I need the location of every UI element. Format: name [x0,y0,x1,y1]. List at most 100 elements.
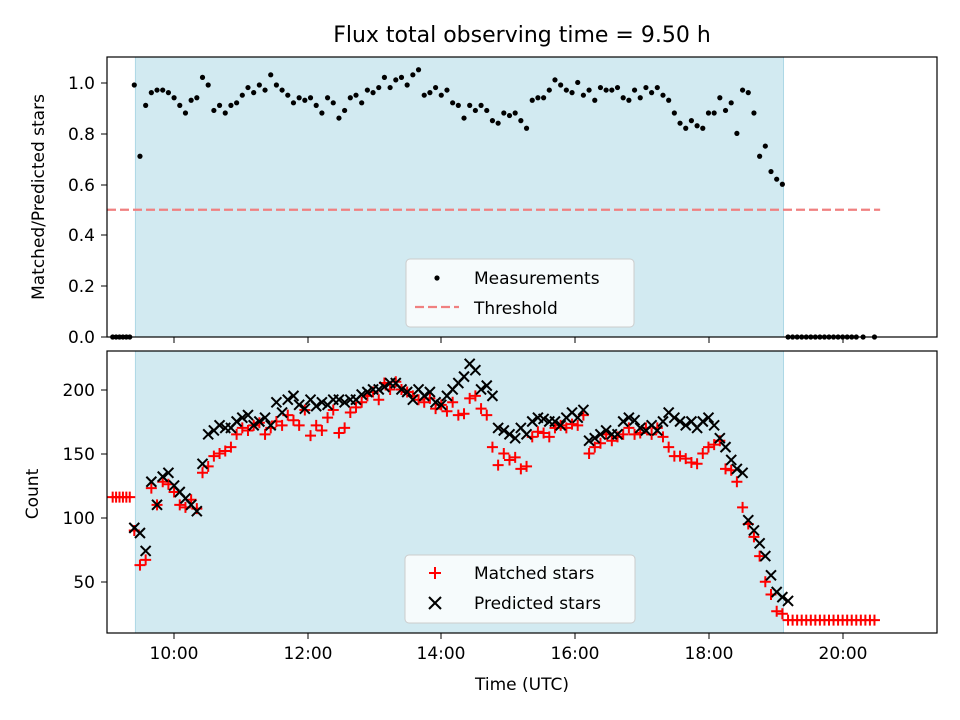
predicted-stars-point [583,435,595,447]
predicted-stars-point [617,415,629,428]
x-axis-label: Time (UTC) [474,675,569,695]
predicted-stars-point [310,400,322,412]
count-panel: 50 100 150 200 10:00 12:00 14:00 16:00 1… [23,350,938,695]
measurement-point [495,120,501,126]
measurement-point [478,102,484,108]
predicted-stars-point [407,394,419,406]
predicted-stars-point [242,409,254,421]
xtick-label: 10:00 [150,644,199,664]
measurement-point [279,87,285,93]
predicted-stars-point [611,428,624,441]
ratio-ytick-label: 0.2 [68,277,95,297]
measurement-point [705,110,712,116]
predicted-stars-point [355,388,368,401]
matched-stars-point [566,418,578,430]
predicted-stars-point [537,413,550,425]
matched-stars-point [589,441,601,453]
predicted-stars-point [162,467,175,479]
measurement-point [194,95,200,101]
matched-stars-point [697,448,709,460]
matched-stars-point [521,460,533,472]
xtick-label: 18:00 [685,644,734,664]
measurement-point [216,102,223,108]
matched-stars-point [737,501,749,513]
measurement-point [592,97,598,103]
measurement-point [421,92,427,98]
predicted-stars-point [458,370,470,383]
measurement-point [683,125,689,131]
measurement-point [438,92,444,98]
matched-stars-point [702,441,714,453]
measurement-point [762,143,768,149]
measurement-point [586,87,592,93]
measurement-point [154,87,160,93]
ratio-ytick-label: 0.8 [68,125,95,145]
predicted-stars-point [481,379,493,392]
predicted-stars-point [401,386,413,398]
measurement-point [444,87,450,93]
predicted-stars-point [435,399,447,411]
matched-stars-point [720,463,732,475]
measurement-point [722,107,729,114]
measurement-point [404,82,410,88]
matched-stars-point [469,390,481,402]
measurement-point [432,84,439,91]
measurement-point [541,95,547,101]
ratio-legend: Measurements Threshold [405,258,635,328]
measurement-point [654,84,660,91]
measurement-point [410,72,416,78]
count-plot-frame [106,350,938,634]
measurement-point [427,90,433,96]
predicted-stars-point [282,394,294,406]
matched-stars-point [316,424,328,436]
matched-stars-point [629,428,641,440]
predicted-stars-point [748,524,760,537]
matched-stars-point [145,482,157,494]
matched-stars-point [242,424,254,436]
matched-stars-point [327,404,339,416]
measurement-point [222,110,228,116]
matched-stars-point [231,428,243,440]
measurement-point [467,102,473,108]
measurement-point [319,110,325,116]
ratio-ytick-label: 0.6 [68,176,95,196]
matched-stars-point [594,437,606,449]
matched-stars-point [771,605,783,617]
count-plot-area [107,358,880,626]
measurement-point [694,123,700,129]
ratio-legend-box [405,258,635,328]
matched-stars-point [197,467,209,479]
measurement-point [597,84,604,91]
measurement-point [381,74,388,80]
predicted-stars-point [503,428,516,441]
predicted-stars-point [634,422,646,434]
predicted-stars-point [373,383,385,396]
count-y-ticks: 50 100 150 200 [63,381,107,593]
measurement-point [649,90,655,96]
measurement-point [688,118,695,124]
matched-stars-point [572,419,584,431]
threshold-legend-label: Threshold [473,299,558,319]
matched-stars-point [691,458,703,470]
matched-stars-point [759,576,771,588]
predicted-stars-point [287,390,300,402]
measurement-point [143,102,149,108]
count-legend-box [404,554,636,624]
measurement-point [711,110,717,116]
count-ytick-label: 100 [63,509,95,529]
matched-stars-point [305,430,317,442]
predicted-stars-point [429,396,442,408]
matched-stars-point [344,407,356,419]
predicted-stars-point [316,396,328,408]
matched-stars-point [492,459,504,471]
measurement-point [455,102,461,108]
measurement-point [148,90,154,96]
predicted-stars-point [759,550,772,562]
measurement-point [575,79,581,86]
matched-stars-point [731,476,743,488]
measurement-point [137,153,143,159]
predicted-stars-point [753,537,766,549]
measurement-point [160,87,166,93]
measurement-point [484,107,490,114]
count-legend: Matched stars Predicted stars [404,554,636,624]
